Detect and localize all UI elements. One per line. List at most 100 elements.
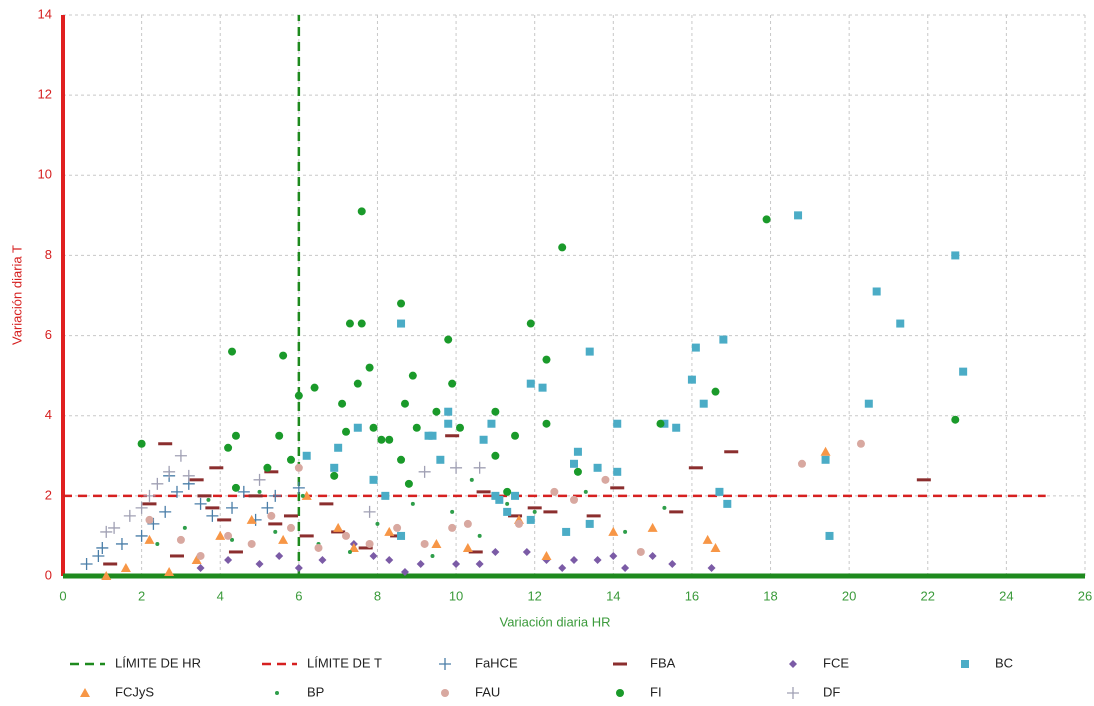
point bbox=[707, 563, 716, 572]
point bbox=[715, 487, 724, 496]
point bbox=[400, 567, 409, 576]
x-tick-label: 12 bbox=[527, 588, 541, 603]
point bbox=[487, 419, 496, 428]
point bbox=[294, 563, 303, 572]
point bbox=[505, 501, 510, 506]
point bbox=[164, 566, 175, 576]
x-tick-label: 4 bbox=[217, 588, 224, 603]
point bbox=[462, 542, 473, 552]
point bbox=[479, 435, 488, 444]
point bbox=[257, 489, 262, 494]
point bbox=[381, 491, 390, 500]
point bbox=[224, 555, 233, 564]
legend-symbol bbox=[789, 660, 797, 668]
point bbox=[400, 399, 409, 408]
legend-symbol bbox=[80, 688, 90, 697]
point bbox=[345, 319, 354, 328]
point bbox=[820, 446, 831, 456]
point bbox=[623, 529, 628, 534]
point bbox=[432, 407, 441, 416]
point bbox=[194, 497, 207, 510]
point bbox=[586, 514, 601, 518]
point bbox=[444, 407, 453, 416]
point bbox=[299, 534, 314, 538]
point bbox=[176, 535, 185, 544]
point bbox=[662, 505, 667, 510]
legend-label: FaHCE bbox=[475, 655, 518, 670]
point bbox=[230, 537, 235, 542]
point bbox=[541, 550, 552, 560]
point bbox=[196, 563, 205, 572]
point bbox=[338, 399, 347, 408]
point bbox=[445, 434, 460, 438]
point bbox=[711, 387, 720, 396]
point bbox=[723, 499, 732, 508]
point bbox=[174, 449, 187, 462]
point bbox=[562, 527, 571, 536]
point bbox=[151, 477, 164, 490]
point bbox=[330, 463, 339, 472]
point bbox=[669, 510, 684, 514]
point bbox=[542, 419, 551, 428]
point bbox=[205, 506, 220, 510]
point bbox=[585, 347, 594, 356]
point bbox=[314, 543, 323, 552]
point bbox=[209, 466, 224, 470]
point bbox=[224, 443, 233, 452]
point bbox=[365, 539, 374, 548]
point bbox=[491, 491, 500, 500]
point bbox=[217, 518, 232, 522]
point bbox=[231, 431, 240, 440]
point bbox=[593, 555, 602, 564]
point bbox=[469, 477, 474, 482]
x-tick-label: 8 bbox=[374, 588, 381, 603]
point bbox=[393, 523, 402, 532]
point bbox=[542, 355, 551, 364]
point bbox=[231, 483, 240, 492]
point bbox=[275, 431, 284, 440]
legend-label: FCE bbox=[823, 655, 849, 670]
legend-symbol bbox=[275, 691, 279, 695]
point bbox=[959, 367, 968, 376]
point bbox=[292, 481, 305, 494]
point bbox=[319, 502, 334, 506]
y-tick-label: 14 bbox=[38, 6, 52, 21]
point bbox=[526, 379, 535, 388]
point bbox=[397, 455, 406, 464]
point bbox=[301, 490, 312, 500]
point bbox=[687, 375, 696, 384]
x-tick-label: 10 bbox=[449, 588, 463, 603]
point bbox=[412, 423, 421, 432]
point bbox=[108, 521, 121, 534]
point bbox=[431, 538, 442, 548]
point bbox=[269, 489, 282, 502]
point bbox=[613, 467, 622, 476]
point bbox=[448, 523, 457, 532]
point bbox=[404, 479, 413, 488]
point bbox=[224, 531, 233, 540]
x-tick-label: 26 bbox=[1078, 588, 1092, 603]
point bbox=[444, 335, 453, 344]
y-tick-label: 2 bbox=[45, 487, 52, 502]
point bbox=[348, 542, 359, 552]
point bbox=[593, 463, 602, 472]
point bbox=[522, 547, 531, 556]
x-tick-label: 24 bbox=[999, 588, 1013, 603]
point bbox=[247, 539, 256, 548]
point bbox=[672, 423, 681, 432]
legend-label: LÍMITE DE HR bbox=[115, 655, 201, 670]
point bbox=[508, 514, 523, 518]
y-tick-label: 6 bbox=[45, 327, 52, 342]
point bbox=[103, 562, 118, 566]
point bbox=[526, 319, 535, 328]
point bbox=[864, 399, 873, 408]
point bbox=[610, 486, 625, 490]
point bbox=[821, 455, 830, 464]
point bbox=[283, 514, 298, 518]
point bbox=[318, 555, 327, 564]
point bbox=[358, 546, 373, 550]
point bbox=[144, 534, 155, 544]
point bbox=[418, 465, 431, 478]
point bbox=[96, 541, 109, 554]
point bbox=[491, 451, 500, 460]
